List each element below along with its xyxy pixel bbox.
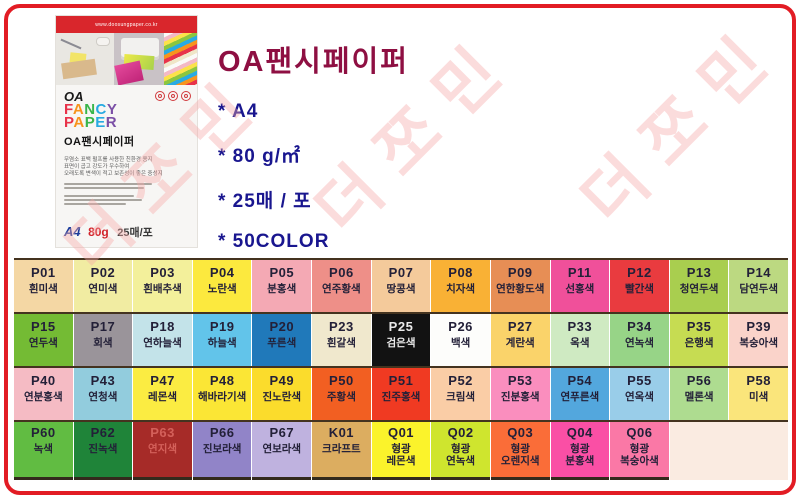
color-swatch-p20: P20 푸른색 — [252, 314, 312, 366]
color-swatch-p26: P26 백색 — [431, 314, 490, 366]
color-swatch-p54: P54 연푸른색 — [550, 368, 610, 420]
color-swatch-p63: P63 연지색 — [133, 422, 192, 480]
color-swatch-p25: P25 검은색 — [371, 314, 431, 366]
package-body: OA FANCY PAPER OA팬시페이퍼 무염소 표백 펄프를 사용한 친환… — [56, 85, 197, 247]
product-package-photo: www.doosungpaper.co.kr OA FANCY PAPER OA… — [56, 16, 197, 247]
color-swatch-q04: Q04 형광 분홍색 — [550, 422, 610, 480]
color-swatch-p48: P48 해바라기색 — [192, 368, 252, 420]
desk-photo — [56, 33, 114, 85]
color-swatch-p01: P01 흰미색 — [14, 260, 73, 312]
spec-count: 25매/포 — [117, 227, 153, 239]
color-grid-row: P40 연분홍색 P43 연청색 P47 레몬색 P48 해바라기색 P49 진노란색 P50 주황색… — [14, 366, 788, 420]
product-title: OA팬시페이퍼 — [218, 46, 409, 78]
package-description-line: 표면이 곱고 강도가 우수하여 — [64, 164, 130, 170]
red-border-frame — [4, 4, 796, 495]
printer-photo — [114, 33, 164, 85]
color-swatch-p34: P34 연녹색 — [610, 314, 669, 366]
fine-print-line — [64, 195, 134, 197]
color-swatch-p14: P14 담연두색 — [729, 260, 788, 312]
package-photo-strip — [56, 33, 197, 85]
certification-badge-icon — [155, 91, 165, 101]
certification-badge-icon — [168, 91, 178, 101]
color-swatch-p17: P17 회색 — [73, 314, 133, 366]
color-swatch-p51: P51 진주홍색 — [371, 368, 431, 420]
color-swatch-p06: P06 연주황색 — [312, 260, 371, 312]
colored-paper-stack-photo — [164, 33, 197, 85]
color-swatch-p11: P11 선홍색 — [550, 260, 610, 312]
color-swatch-p02: P02 연미색 — [73, 260, 133, 312]
color-swatch-p49: P49 진노란색 — [252, 368, 312, 420]
color-swatch-p40: P40 연분홍색 — [14, 368, 73, 420]
package-description-line: 무염소 표백 펄프를 사용한 친환경 용지 — [64, 157, 153, 163]
color-swatch-p19: P19 하늘색 — [192, 314, 252, 366]
fine-print — [64, 183, 189, 205]
color-swatch-p43: P43 연청색 — [73, 368, 133, 420]
fine-print-line — [64, 199, 142, 201]
logo-oa: OA — [64, 89, 84, 104]
certification-badges — [155, 91, 191, 101]
fine-print-line — [64, 187, 144, 189]
color-swatch-p50: P50 주황색 — [312, 368, 371, 420]
color-swatch-p56: P56 멜론색 — [669, 368, 729, 420]
color-swatch-p09: P09 연한황도색 — [490, 260, 550, 312]
color-swatch-q01: Q01 형광 레몬색 — [371, 422, 431, 480]
spec-item: * 50COLOR — [218, 231, 330, 252]
spec-item: * 25매 / 포 — [218, 191, 312, 212]
color-swatch-p52: P52 크림색 — [431, 368, 490, 420]
color-swatch-q02: Q02 형광 연녹색 — [431, 422, 490, 480]
color-grid: P01 흰미색 P02 연미색 P03 흰배추색 P04 노란색 P05 분홍색 P06 연주황색 P0… — [14, 258, 788, 480]
package-header-band: www.doosungpaper.co.kr — [56, 16, 197, 33]
color-swatch-p62: P62 진녹색 — [73, 422, 133, 480]
color-swatch-p60: P60 녹색 — [14, 422, 73, 480]
color-swatch-q03: Q03 형광 오렌지색 — [490, 422, 550, 480]
fine-print-line — [64, 183, 152, 185]
package-spec-line: A4 80g 25매/포 — [64, 223, 153, 241]
color-swatch-p47: P47 레몬색 — [133, 368, 192, 420]
color-swatch-k01: K01 크라프트 — [312, 422, 371, 480]
package-description: 무염소 표백 펄프를 사용한 친환경 용지 표면이 곱고 강도가 우수하여 오래도록… — [64, 157, 189, 178]
color-swatch-p05: P05 분홍색 — [252, 260, 312, 312]
color-swatch-p55: P55 연옥색 — [610, 368, 669, 420]
spec-item: * A4 — [218, 101, 259, 122]
fine-print-line — [64, 203, 126, 205]
color-swatch-p67: P67 연보라색 — [252, 422, 312, 480]
color-swatch-p58: P58 미색 — [729, 368, 788, 420]
logo-korean: OA팬시페이퍼 — [64, 136, 135, 148]
color-swatch-p08: P08 치자색 — [431, 260, 490, 312]
color-grid-row: P01 흰미색 P02 연미색 P03 흰배추색 P04 노란색 P05 분홍색 P06 연주황색 P0… — [14, 258, 788, 312]
product-info: OA팬시페이퍼 * A4 * 80 g/㎡ * 25매 / 포 * 50COLOR — [218, 38, 409, 271]
color-grid-row: P15 연두색 P17 회색 P18 연하늘색 P19 하늘색 P20 푸른색 P23 흰갈색 P25 검… — [14, 312, 788, 366]
logo-paper: PAPER — [64, 114, 118, 131]
color-swatch-p27: P27 계란색 — [490, 314, 550, 366]
color-swatch-p23: P23 흰갈색 — [312, 314, 371, 366]
empty-swatch — [669, 422, 788, 480]
color-swatch-p12: P12 빨간색 — [610, 260, 669, 312]
color-swatch-p33: P33 옥색 — [550, 314, 610, 366]
color-swatch-p53: P53 진분홍색 — [490, 368, 550, 420]
color-swatch-p04: P04 노란색 — [192, 260, 252, 312]
spec-item: * 80 g/㎡ — [218, 146, 301, 167]
color-swatch-p15: P15 연두색 — [14, 314, 73, 366]
color-swatch-q06: Q06 형광 복숭아색 — [610, 422, 669, 480]
color-swatch-p03: P03 흰배추색 — [133, 260, 192, 312]
package-description-line: 오래도록 변색이 적고 보존성이 좋은 중성지 — [64, 171, 163, 177]
spec-size: A4 — [64, 224, 81, 239]
color-swatch-p66: P66 진보라색 — [192, 422, 252, 480]
spec-weight: 80g — [88, 225, 109, 239]
spec-list: * A4 * 80 g/㎡ * 25매 / 포 * 50COLOR — [218, 101, 409, 253]
color-swatch-p35: P35 은행색 — [669, 314, 729, 366]
color-swatch-p07: P07 땅콩색 — [371, 260, 431, 312]
package-website-url: www.doosungpaper.co.kr — [95, 21, 158, 28]
color-swatch-p39: P39 복숭아색 — [729, 314, 788, 366]
logo-fancy: FANCY — [64, 101, 118, 118]
color-swatch-p13: P13 청연두색 — [669, 260, 729, 312]
certification-badge-icon — [181, 91, 191, 101]
color-grid-row: P60 녹색 P62 진녹색 P63 연지색 P66 진보라색 P67 연보라색 K01 크라프트 Q0… — [14, 420, 788, 480]
color-swatch-p18: P18 연하늘색 — [133, 314, 192, 366]
